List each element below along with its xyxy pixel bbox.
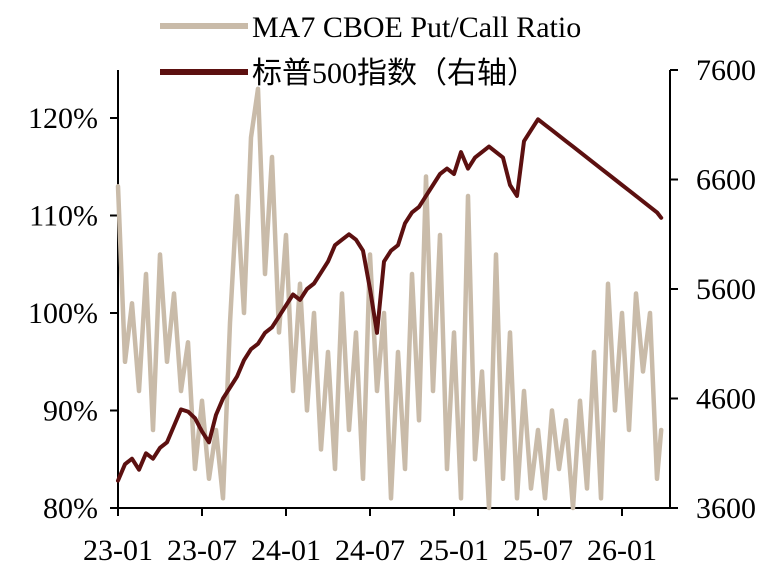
y-right-tick-label: 3600 [696,492,756,525]
x-tick-label: 23-07 [167,534,237,567]
y-left-tick-label: 90% [43,395,98,428]
series-line-0 [115,86,664,511]
y-right-tick-label: 6600 [696,164,756,197]
x-tick-label: 23-01 [83,534,153,567]
y-right-tick-label: 4600 [696,383,756,416]
legend-label-1: 标普500指数（右轴） [252,57,537,90]
x-tick-label: 25-01 [419,534,489,567]
y-left-tick-label: 80% [43,492,98,525]
y-right-tick-label: 5600 [696,273,756,306]
legend-label-0: MA7 CBOE Put/Call Ratio [252,11,581,44]
x-tick-label: 24-07 [335,534,405,567]
series-line-1 [116,117,664,483]
x-tick-label: 25-07 [503,534,573,567]
x-tick-label: 26-01 [587,534,657,567]
x-tick-label: 24-01 [251,534,321,567]
y-right-tick-label: 7600 [696,54,756,87]
y-left-tick-label: 100% [28,297,98,330]
y-left-tick-label: 110% [29,200,98,233]
y-left-tick-label: 120% [28,102,98,135]
